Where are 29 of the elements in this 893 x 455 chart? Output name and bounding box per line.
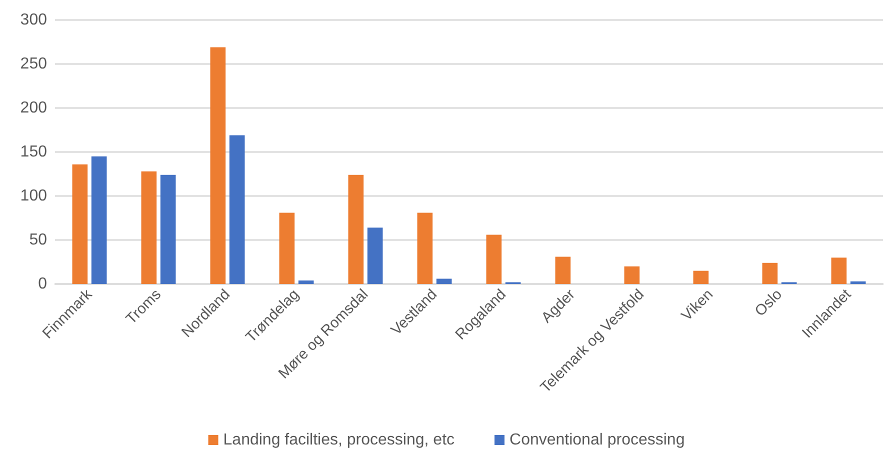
- bar: [141, 171, 157, 284]
- bar: [160, 174, 176, 284]
- bar: [693, 270, 709, 284]
- y-tick-label: 100: [20, 188, 48, 204]
- bar: [486, 234, 502, 284]
- bar: [72, 164, 88, 284]
- bar: [417, 212, 433, 284]
- y-tick-label: 0: [38, 276, 48, 292]
- x-tick-label: Oslo: [752, 286, 786, 320]
- bar: [624, 266, 640, 284]
- bar: [348, 174, 364, 284]
- y-tick-label: 50: [29, 232, 48, 248]
- y-tick-label: 150: [20, 144, 48, 160]
- bar: [91, 156, 107, 284]
- y-tick-label: 200: [20, 100, 48, 116]
- bar: [436, 278, 452, 284]
- y-tick-label: 300: [20, 12, 48, 28]
- bar: [279, 212, 295, 284]
- bar: [210, 47, 226, 284]
- bar: [367, 228, 383, 284]
- bar: [831, 258, 847, 284]
- bar: [555, 256, 571, 284]
- y-tick-label: 250: [20, 56, 48, 72]
- bar: [298, 280, 314, 284]
- bar: [762, 262, 778, 284]
- bar: [229, 135, 245, 284]
- legend-label: Landing facilties, processing, etc: [223, 432, 455, 448]
- legend-label: Conventional processing: [510, 432, 685, 448]
- bar: [850, 281, 866, 284]
